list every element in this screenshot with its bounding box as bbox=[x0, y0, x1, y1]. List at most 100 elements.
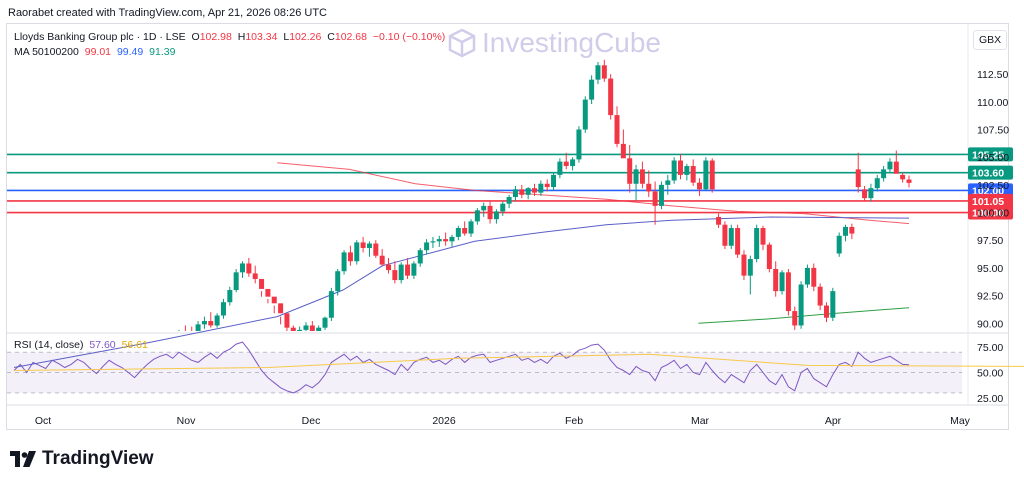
rsi-panel bbox=[7, 341, 1024, 394]
candle-body bbox=[538, 183, 544, 193]
candle-body bbox=[481, 205, 487, 211]
time-tick-label: Dec bbox=[302, 415, 321, 427]
candle-body bbox=[874, 178, 880, 189]
ma100-line bbox=[13, 216, 910, 368]
candles bbox=[157, 59, 912, 346]
candle-body bbox=[811, 267, 817, 287]
candle-body bbox=[487, 205, 493, 220]
candle-body bbox=[341, 252, 347, 272]
candle-body bbox=[405, 264, 411, 276]
high-value: 103.34 bbox=[245, 31, 278, 43]
candle-body bbox=[614, 115, 620, 144]
candle-body bbox=[214, 315, 220, 326]
tradingview-brand: TradingView bbox=[10, 448, 154, 470]
candle-body bbox=[900, 174, 906, 180]
candle-body bbox=[220, 302, 226, 316]
candle-body bbox=[595, 65, 601, 80]
open-value: 102.98 bbox=[199, 31, 232, 43]
time-tick-label: Nov bbox=[177, 415, 196, 427]
candle-body bbox=[157, 342, 162, 346]
candle-body bbox=[557, 161, 563, 175]
candle-body bbox=[620, 143, 626, 159]
candle-body bbox=[639, 169, 645, 184]
candle-body bbox=[525, 188, 531, 195]
candle-body bbox=[608, 78, 614, 116]
candle-body bbox=[697, 182, 703, 190]
candle-body bbox=[754, 228, 760, 260]
moving-averages bbox=[13, 162, 910, 368]
candle-body bbox=[906, 179, 912, 183]
candle-body bbox=[658, 184, 664, 206]
level-tag bbox=[968, 183, 1013, 198]
candle-body bbox=[531, 188, 537, 193]
candle-body bbox=[227, 290, 233, 303]
rsi-ma-value: 56.61 bbox=[121, 339, 148, 351]
candle-body bbox=[493, 211, 499, 220]
candle-body bbox=[366, 243, 372, 248]
candle-group bbox=[157, 59, 912, 346]
candle-body bbox=[252, 273, 258, 279]
candle-body bbox=[868, 188, 874, 199]
candle-body bbox=[233, 272, 239, 291]
time-tick-label: Apr bbox=[825, 415, 842, 427]
candle-body bbox=[576, 129, 582, 160]
price-tick-label: 110.00 bbox=[977, 97, 1008, 109]
candle-body bbox=[601, 65, 607, 79]
candle-body bbox=[728, 228, 734, 246]
ma200-value: 91.39 bbox=[149, 46, 176, 58]
price-tick-label: 102.50 bbox=[977, 180, 1009, 192]
candle-body bbox=[646, 183, 652, 192]
high-label: H bbox=[237, 31, 246, 43]
rsi-ma-line bbox=[13, 353, 1024, 371]
price-tick-label: 100.00 bbox=[977, 208, 1009, 220]
chart-caption: Raorabet created with TradingView.com, A… bbox=[8, 7, 327, 19]
price-tick-label: 112.50 bbox=[977, 69, 1008, 81]
candle-body bbox=[347, 252, 353, 262]
candle-body bbox=[887, 161, 893, 170]
level-tag-label: 100.00 bbox=[972, 208, 1004, 220]
candle-body bbox=[500, 203, 506, 212]
rsi-tick-label: 50.00 bbox=[977, 368, 1003, 380]
level-tag bbox=[968, 165, 1013, 180]
candle-body bbox=[709, 160, 715, 190]
chart-frame bbox=[6, 23, 1009, 430]
candle-body bbox=[652, 191, 658, 206]
candle-body bbox=[551, 174, 557, 188]
symbol-legend[interactable]: Lloyds Banking Group plc · 1D · LSE O102… bbox=[14, 31, 448, 43]
candle-body bbox=[563, 161, 569, 167]
candle-body bbox=[265, 288, 271, 297]
candle-body bbox=[271, 296, 277, 304]
candle-body bbox=[335, 271, 341, 292]
candle-body bbox=[246, 263, 252, 274]
candle-body bbox=[373, 243, 379, 256]
candle-body bbox=[735, 228, 741, 255]
currency-button[interactable]: GBX bbox=[973, 30, 1008, 50]
level-tag-label: 103.60 bbox=[972, 168, 1004, 180]
candle-body bbox=[474, 210, 480, 222]
level-tag bbox=[968, 193, 1013, 208]
candle-body bbox=[722, 224, 728, 246]
price-tick-label: 105.00 bbox=[977, 152, 1009, 164]
candle-body bbox=[519, 189, 525, 195]
close-label: C bbox=[327, 31, 335, 43]
candle-body bbox=[360, 242, 366, 248]
candle-body bbox=[411, 263, 417, 276]
candle-body bbox=[316, 327, 322, 331]
price-tick-label: 97.50 bbox=[977, 235, 1003, 247]
ma-legend[interactable]: MA 50100200 99.01 99.49 91.39 bbox=[14, 46, 178, 58]
level-tag bbox=[968, 205, 1013, 220]
rsi-legend[interactable]: RSI (14, close) 57.60 56.61 bbox=[14, 339, 151, 351]
candle-body bbox=[893, 161, 899, 174]
level-tag-label: 105.25 bbox=[972, 149, 1004, 161]
candle-body bbox=[354, 242, 360, 262]
candle-body bbox=[322, 317, 328, 328]
grid bbox=[7, 24, 1009, 406]
candle-body bbox=[766, 244, 772, 269]
candle-body bbox=[468, 221, 474, 234]
candle-body bbox=[798, 284, 804, 326]
candle-body bbox=[627, 158, 633, 184]
candle-body bbox=[449, 236, 455, 242]
candle-body bbox=[760, 228, 766, 245]
candle-body bbox=[379, 255, 385, 265]
